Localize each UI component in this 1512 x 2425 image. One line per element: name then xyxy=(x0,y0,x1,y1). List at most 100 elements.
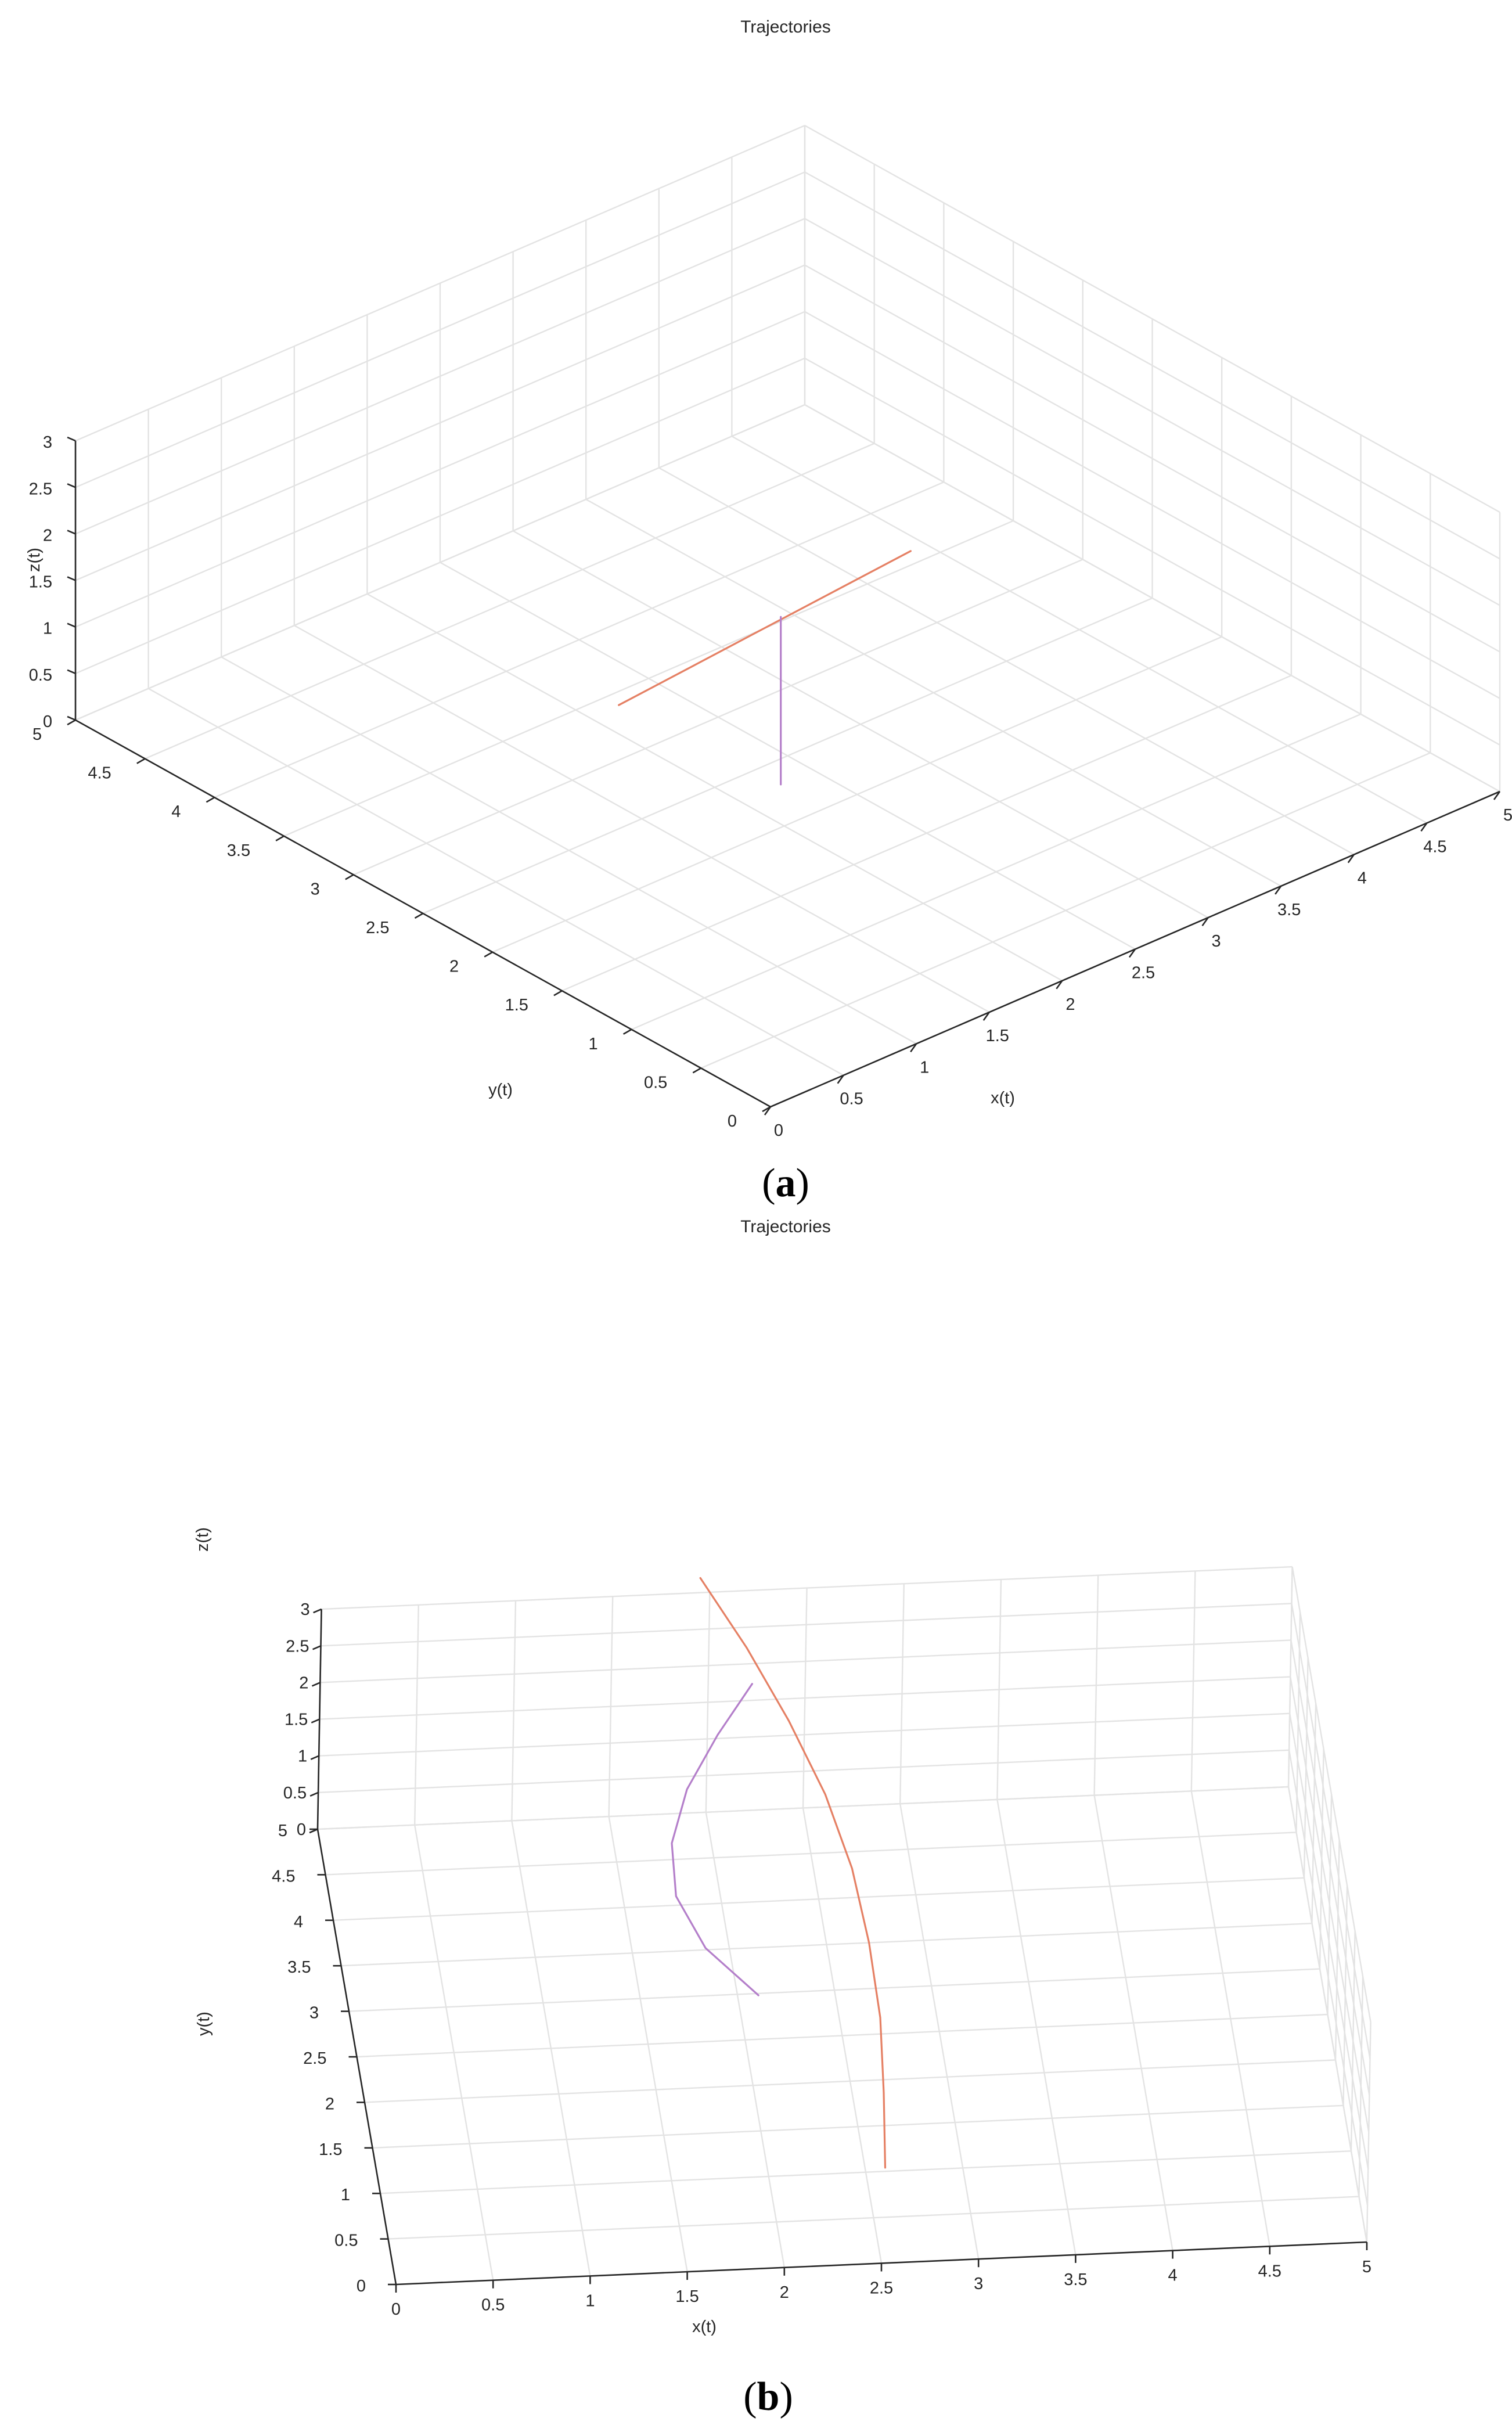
y-tick xyxy=(622,1028,632,1035)
y-axis-label-b: y(t) xyxy=(195,2012,213,2036)
grid-line xyxy=(804,357,1500,746)
grid-line xyxy=(1289,1713,1369,2169)
grid-line xyxy=(804,125,1500,513)
grid-line xyxy=(1291,1603,1371,2059)
y-tick-label: 1.5 xyxy=(319,2140,342,2159)
series-b xyxy=(671,1577,887,2169)
y-tick xyxy=(553,990,563,996)
y-axis-label-a: y(t) xyxy=(488,1081,513,1099)
y-tick-label: 0.5 xyxy=(644,1073,667,1092)
z-tick xyxy=(67,623,76,628)
z-tick-label: 3 xyxy=(43,433,52,452)
y-tick-label: 5 xyxy=(278,1822,287,1840)
grid-line xyxy=(561,675,1292,992)
series-line-1 xyxy=(699,1577,887,2169)
x-tick-label: 3.5 xyxy=(1277,901,1301,919)
z-tick-label: 2 xyxy=(299,1674,308,1692)
grid-line xyxy=(1290,1640,1370,2096)
grid-line xyxy=(283,520,1014,837)
y-tick-label: 4.5 xyxy=(272,1867,295,1886)
z-tick xyxy=(67,715,76,721)
grid-line xyxy=(353,559,1083,876)
z-tick xyxy=(309,1791,319,1797)
grid-line xyxy=(75,171,805,488)
x-tick-label: 3 xyxy=(974,2275,983,2293)
axes-a xyxy=(67,436,1501,1116)
panel-caption-b: (b) xyxy=(743,2374,793,2419)
grid-line xyxy=(214,481,944,798)
y-tick-label: 0 xyxy=(728,1112,737,1131)
z-tick xyxy=(67,576,76,581)
z-axis-label-a: z(t) xyxy=(25,548,44,572)
grid-line xyxy=(1287,1786,1368,2243)
x-tick-label: 2.5 xyxy=(870,2279,893,2298)
grid-line xyxy=(341,1923,1312,1967)
grid-line xyxy=(380,2150,1352,2194)
panel-letter-a: a xyxy=(776,1161,796,1206)
series-line-1 xyxy=(618,550,912,706)
x-tick-label: 4 xyxy=(1358,869,1367,888)
x-tick-label: 0.5 xyxy=(840,1090,863,1109)
grid-line xyxy=(348,1968,1320,2012)
x-axis-label-a: x(t) xyxy=(991,1089,1015,1107)
z-tick-label: 2.5 xyxy=(286,1637,309,1656)
y-tick-label: 1 xyxy=(588,1035,597,1053)
x-tick-label: 5 xyxy=(1503,806,1512,825)
y-tick xyxy=(275,835,285,841)
tick-labels-b: 0 0.5 1 1.5 2 2.5 3 3.5 4 4.5 500.511.522.533.544.… xyxy=(272,1600,1371,2319)
x-tick xyxy=(1128,948,1136,958)
z-tick-label: 3 xyxy=(300,1600,309,1619)
y-tick-label: 4.5 xyxy=(88,764,111,783)
y-tick xyxy=(136,758,146,764)
z-tick-label: 2 xyxy=(43,526,52,545)
y-tick-label: 2 xyxy=(325,2095,334,2113)
grid-line xyxy=(75,404,805,721)
y-tick-label: 3 xyxy=(309,2004,319,2023)
y-tick-label: 2.5 xyxy=(303,2049,326,2068)
tick-labels-a: 00.511.522.533.544.5500.511.522.533.544.… xyxy=(29,433,1512,1140)
grid-line xyxy=(75,357,805,674)
y-tick-label: 0.5 xyxy=(334,2232,358,2250)
y-tick xyxy=(345,874,354,880)
z-axis-label-b: z(t) xyxy=(193,1527,212,1552)
x-tick-label: 2.5 xyxy=(1132,964,1155,983)
y-tick-label: 2 xyxy=(449,958,459,976)
y-tick-label: 4 xyxy=(171,803,181,821)
z-tick-label: 1 xyxy=(298,1747,307,1766)
grid-line xyxy=(333,1877,1305,1921)
y-tick-label: 2.5 xyxy=(366,919,389,937)
y-tick xyxy=(762,1106,771,1113)
y-tick xyxy=(206,797,215,803)
grid-line xyxy=(75,264,805,581)
x-tick xyxy=(982,1012,990,1021)
grid-line xyxy=(804,404,1500,793)
x-tick-label: 3 xyxy=(1212,932,1221,951)
x-tick xyxy=(1493,791,1501,800)
y-tick xyxy=(484,951,493,958)
grid-line xyxy=(388,2196,1359,2240)
y-tick-label: 3 xyxy=(311,880,320,898)
z-tick-label: 0.5 xyxy=(29,666,52,685)
z-tick-label: 2.5 xyxy=(29,480,52,498)
z-tick xyxy=(311,1682,321,1687)
chart-title-b: Trajectories xyxy=(740,1217,831,1236)
chart-panel-a: 00.511.522.533.544.5500.511.522.533.544.… xyxy=(25,17,1512,1206)
x-tick-label: 4 xyxy=(1168,2266,1178,2285)
grid-line xyxy=(75,218,805,535)
x-tick-label: 5 xyxy=(1362,2258,1371,2276)
z-tick-label: 1 xyxy=(43,620,52,638)
y-tick-label: 3.5 xyxy=(287,1958,311,1977)
x-tick-label: 4.5 xyxy=(1423,837,1446,856)
z-tick-label: 0.5 xyxy=(283,1784,307,1802)
z-tick-label: 0 xyxy=(43,713,52,731)
z-tick xyxy=(313,1608,322,1614)
x-tick-label: 2 xyxy=(780,2283,789,2302)
chart-title-a: Trajectories xyxy=(740,17,831,37)
z-tick xyxy=(312,1645,322,1650)
grid-line xyxy=(75,311,805,628)
grid-line xyxy=(321,1603,1292,1647)
grid-line xyxy=(631,713,1362,1030)
axes-b xyxy=(309,1608,1368,2293)
z-tick xyxy=(311,1718,320,1724)
